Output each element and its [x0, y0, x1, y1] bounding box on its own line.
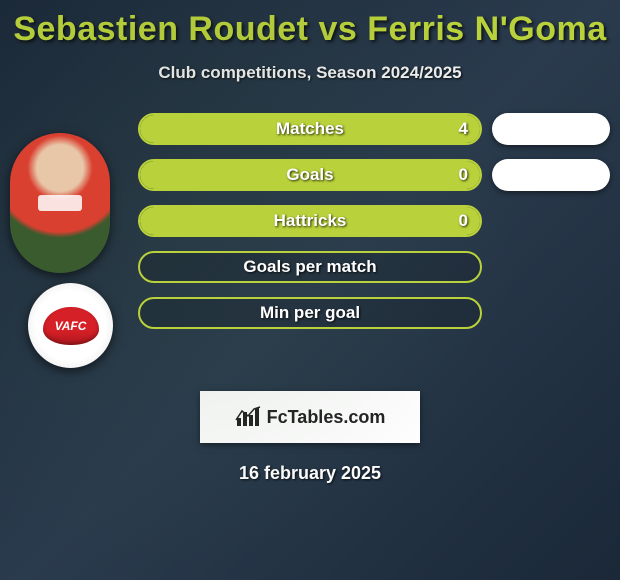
stat-bars: Matches 4 Goals 0 Hattricks 0 Goals per … — [138, 113, 482, 343]
stat-bar-fill — [140, 161, 480, 189]
brand-box[interactable]: FcTables.com — [200, 391, 420, 443]
player2-pills — [492, 113, 610, 343]
stat-bar-fill — [140, 115, 480, 143]
club-badge-text: VAFC — [43, 307, 99, 345]
stat-bar-goals: Goals 0 — [138, 159, 482, 191]
stat-bar-label: Min per goal — [140, 299, 480, 327]
stat-bar-label: Goals per match — [140, 253, 480, 281]
comparison-panel: VAFC Matches 4 Goals 0 Hattricks 0 Goals… — [0, 113, 620, 373]
stat-bar-goals-per-match: Goals per match — [138, 251, 482, 283]
stat-bar-fill — [140, 207, 480, 235]
stat-bar-matches: Matches 4 — [138, 113, 482, 145]
player1-club-badge: VAFC — [28, 283, 113, 368]
player2-pill — [492, 113, 610, 145]
generated-date: 16 february 2025 — [0, 463, 620, 484]
subtitle: Club competitions, Season 2024/2025 — [0, 63, 620, 83]
stat-bar-min-per-goal: Min per goal — [138, 297, 482, 329]
bar-chart-icon — [235, 406, 261, 428]
brand-text: FcTables.com — [267, 407, 386, 428]
player2-pill — [492, 159, 610, 191]
stat-bar-hattricks: Hattricks 0 — [138, 205, 482, 237]
page-title: Sebastien Roudet vs Ferris N'Goma — [0, 0, 620, 49]
player1-photo — [10, 133, 110, 273]
